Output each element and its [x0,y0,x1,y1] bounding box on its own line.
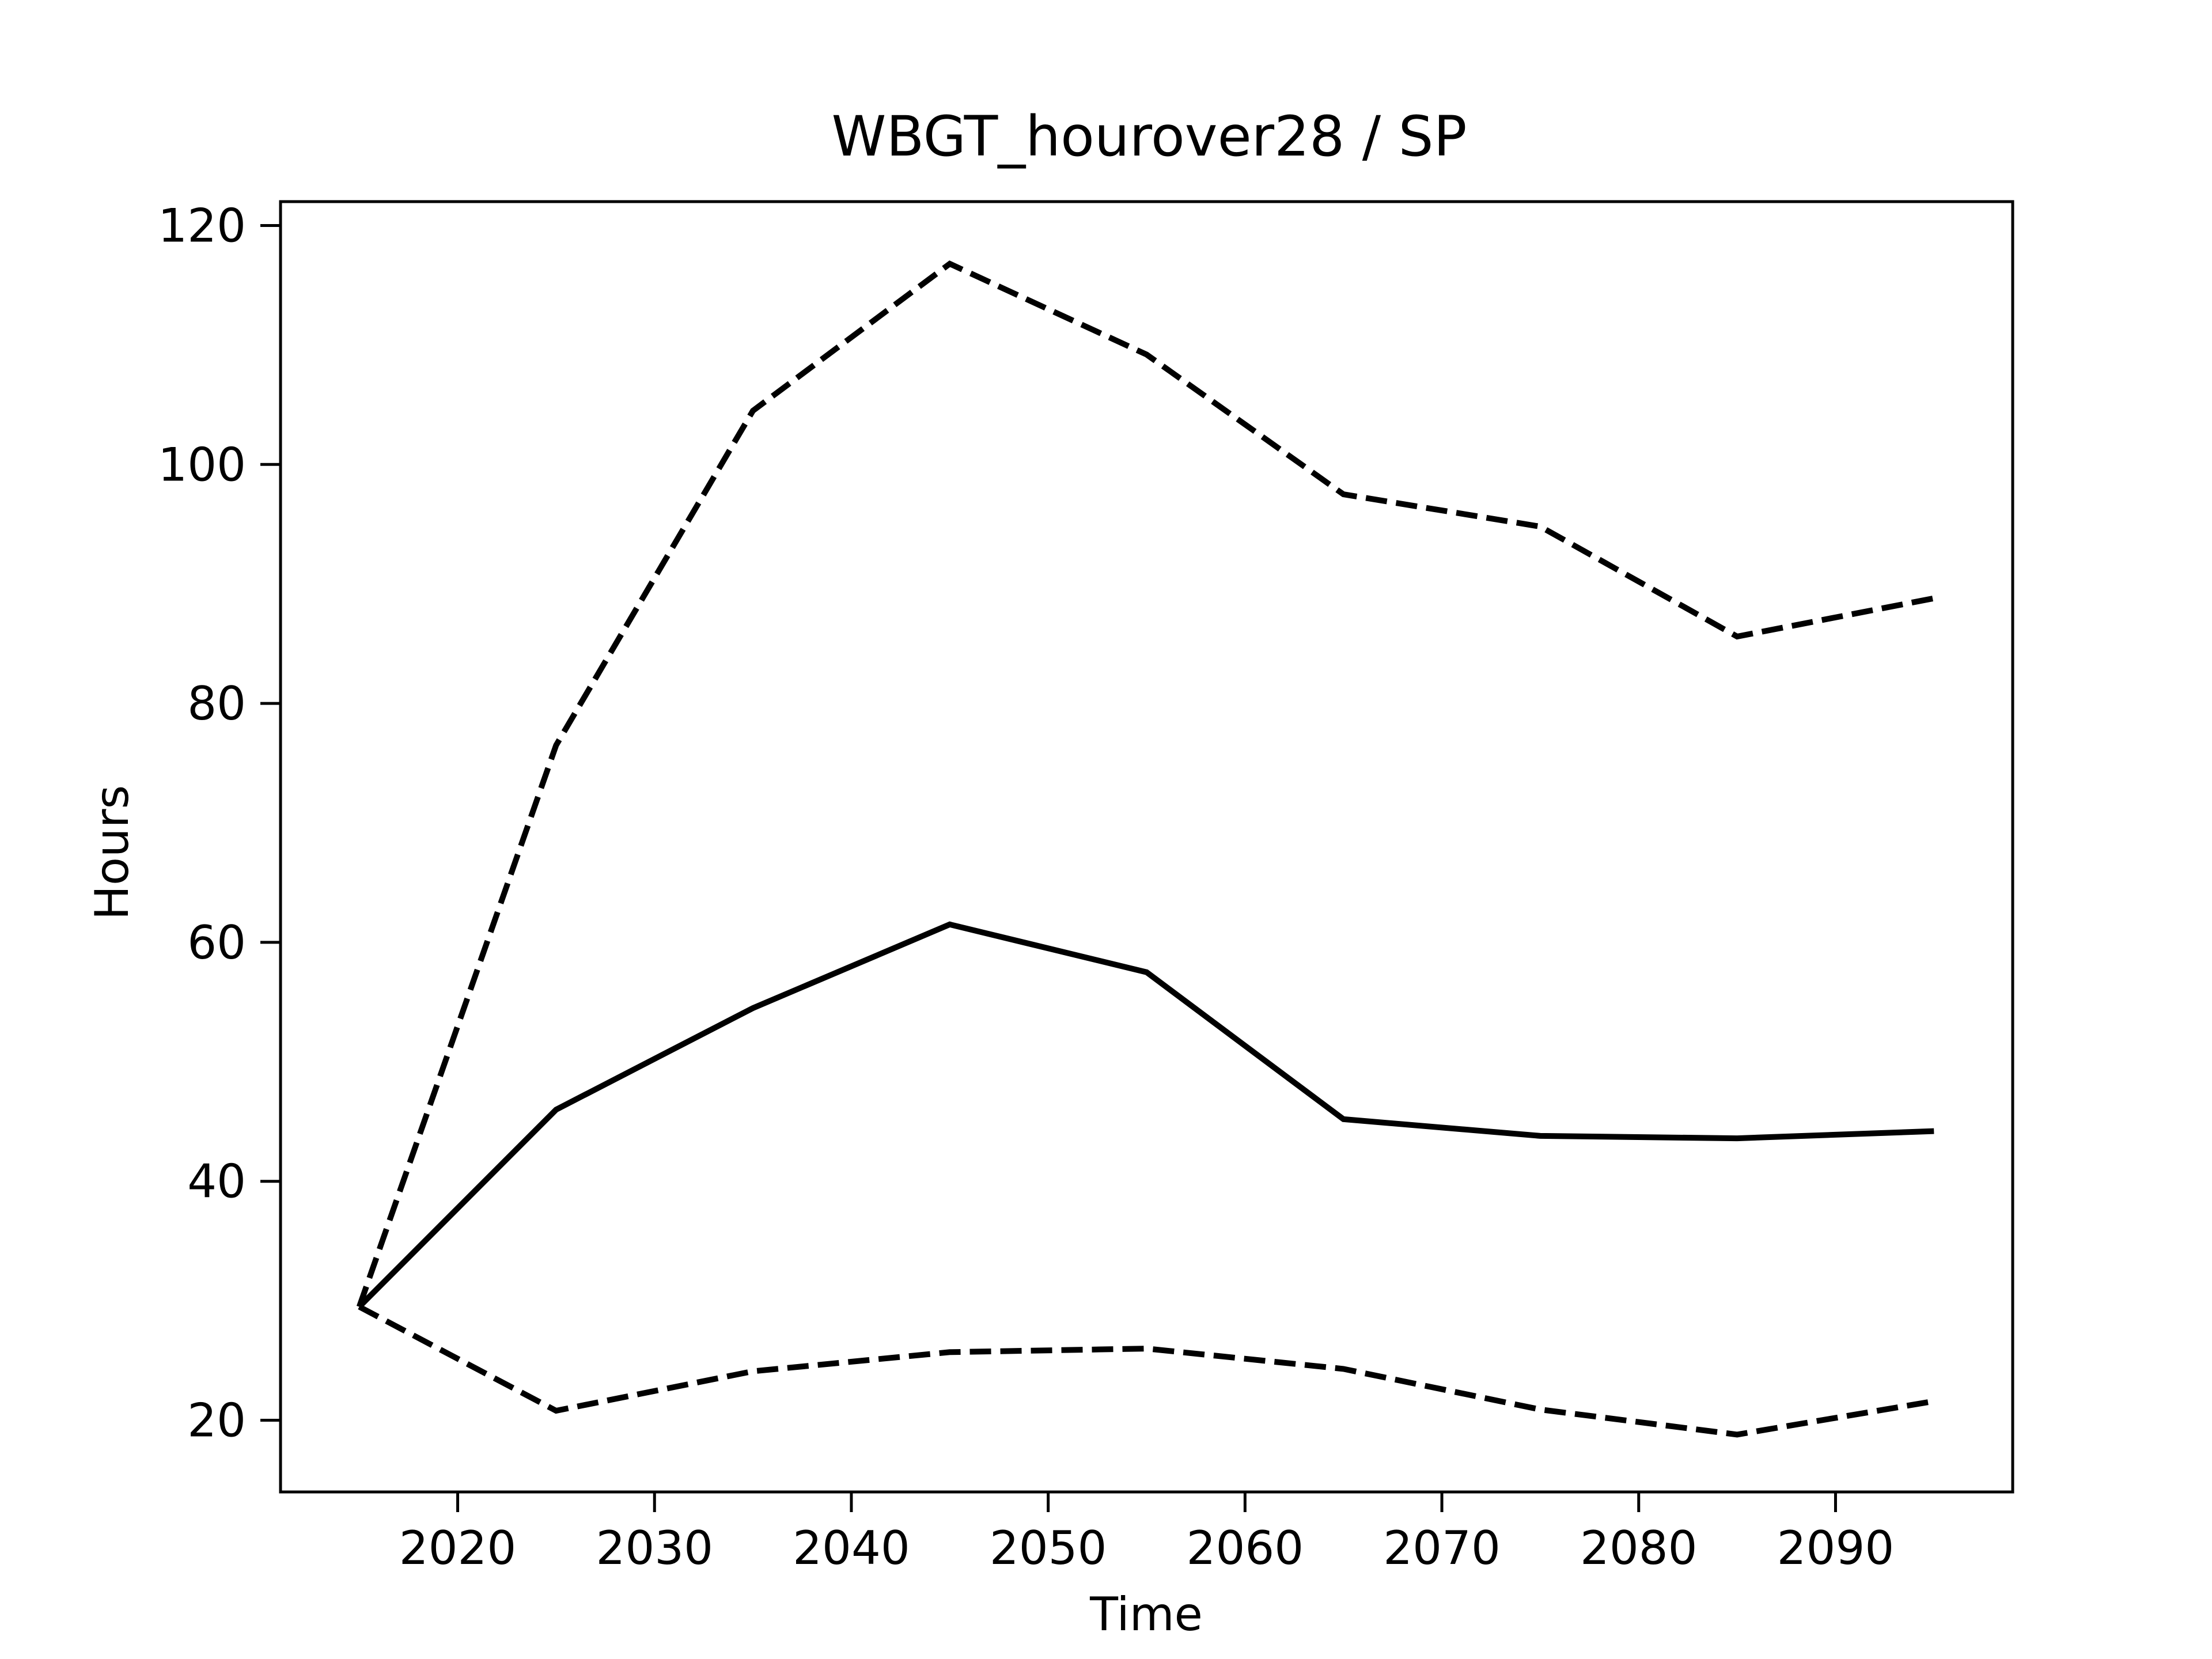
x-tick-label: 2060 [1187,1521,1304,1575]
x-tick-label: 2030 [596,1521,713,1575]
axes-frame [279,200,2014,1494]
x-tick-label: 2050 [990,1521,1107,1575]
x-tick-label: 2090 [1777,1521,1895,1575]
x-axis-label: Time [1089,1588,1203,1641]
x-axis: 2020 2030 2040 2050 2060 2070 2080 2090 [399,1492,1895,1575]
chart-title: WBGT_hourover28 / SP [832,104,1467,169]
y-axis: 20 40 60 80 100 120 [158,199,281,1448]
y-tick-label: 60 [187,916,246,969]
series-line-2-dashed [356,260,1935,1308]
y-tick-label: 40 [187,1155,246,1209]
y-axis-label: Hours [85,785,139,920]
series-line-1-solid [357,921,1934,1309]
x-tick-label: 2080 [1580,1521,1698,1575]
x-tick-label: 2020 [399,1521,517,1575]
y-tick-label: 80 [187,677,246,730]
x-tick-label: 2070 [1383,1521,1501,1575]
y-tick-label: 20 [187,1394,246,1448]
series-line-3-dashed [358,1304,1935,1438]
x-tick-label: 2040 [793,1521,910,1575]
plot-area [279,200,2014,1494]
series-layer [356,260,1935,1438]
y-tick-label: 100 [158,438,246,491]
y-tick-label: 120 [158,199,246,252]
